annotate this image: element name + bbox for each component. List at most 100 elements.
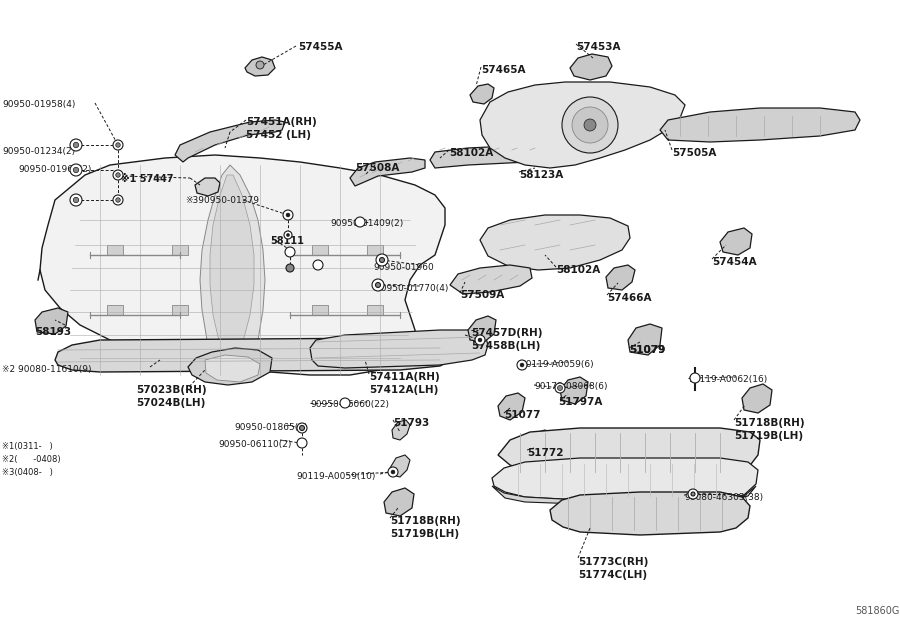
Circle shape bbox=[113, 140, 123, 150]
Text: 51793: 51793 bbox=[393, 418, 429, 428]
Text: ※2(      -0408): ※2( -0408) bbox=[2, 455, 60, 464]
Text: 57458B(LH): 57458B(LH) bbox=[471, 341, 540, 351]
Circle shape bbox=[584, 119, 596, 131]
Circle shape bbox=[557, 386, 562, 391]
Polygon shape bbox=[560, 377, 588, 404]
Polygon shape bbox=[205, 355, 260, 382]
Text: 90119-A0059(10): 90119-A0059(10) bbox=[296, 472, 375, 481]
Circle shape bbox=[690, 373, 700, 383]
Text: 58123A: 58123A bbox=[519, 170, 563, 180]
Circle shape bbox=[380, 258, 384, 263]
Circle shape bbox=[355, 217, 365, 227]
Text: 90080-46303(38): 90080-46303(38) bbox=[684, 493, 763, 502]
Circle shape bbox=[73, 142, 78, 148]
Polygon shape bbox=[480, 215, 630, 270]
Circle shape bbox=[116, 143, 121, 147]
Circle shape bbox=[562, 97, 618, 153]
Polygon shape bbox=[310, 330, 488, 368]
Polygon shape bbox=[468, 316, 496, 342]
Text: ※1 57447: ※1 57447 bbox=[120, 174, 174, 184]
Polygon shape bbox=[720, 228, 752, 255]
Polygon shape bbox=[245, 57, 275, 76]
Polygon shape bbox=[384, 488, 414, 516]
Text: 51079: 51079 bbox=[629, 345, 665, 355]
Text: 57024B(LH): 57024B(LH) bbox=[136, 398, 205, 408]
Text: 51773C(RH): 51773C(RH) bbox=[578, 557, 648, 567]
Circle shape bbox=[70, 139, 82, 151]
Polygon shape bbox=[524, 430, 555, 460]
Circle shape bbox=[286, 213, 290, 217]
Circle shape bbox=[375, 283, 381, 288]
Text: ※1(0311-   ): ※1(0311- ) bbox=[2, 442, 53, 451]
Text: 51079: 51079 bbox=[629, 345, 665, 355]
Polygon shape bbox=[390, 455, 410, 477]
Text: 57453A: 57453A bbox=[576, 42, 620, 52]
Circle shape bbox=[372, 279, 384, 291]
Text: 58111: 58111 bbox=[270, 236, 304, 246]
Text: 57452 (LH): 57452 (LH) bbox=[246, 130, 311, 140]
Polygon shape bbox=[392, 420, 410, 440]
Polygon shape bbox=[200, 165, 265, 372]
Polygon shape bbox=[188, 348, 272, 385]
Circle shape bbox=[284, 231, 292, 239]
Text: 51718B(RH): 51718B(RH) bbox=[390, 516, 461, 526]
Circle shape bbox=[73, 167, 78, 173]
Circle shape bbox=[391, 470, 395, 474]
Text: 57411A(RH): 57411A(RH) bbox=[369, 372, 440, 382]
Polygon shape bbox=[175, 120, 285, 162]
Circle shape bbox=[70, 164, 82, 176]
Circle shape bbox=[313, 260, 323, 270]
Polygon shape bbox=[210, 175, 254, 368]
Polygon shape bbox=[492, 486, 756, 504]
Text: 90950-06110(2): 90950-06110(2) bbox=[218, 440, 292, 449]
Text: 51077: 51077 bbox=[504, 410, 541, 420]
Text: 90179-08068(6): 90179-08068(6) bbox=[534, 382, 608, 391]
Text: 57505A: 57505A bbox=[672, 148, 716, 158]
Polygon shape bbox=[35, 308, 68, 334]
Polygon shape bbox=[480, 82, 685, 168]
Polygon shape bbox=[450, 265, 532, 294]
Text: 581860G: 581860G bbox=[855, 606, 899, 616]
Polygon shape bbox=[107, 245, 123, 255]
Polygon shape bbox=[430, 145, 565, 168]
Text: 51718B(RH): 51718B(RH) bbox=[734, 418, 805, 428]
Polygon shape bbox=[367, 305, 383, 315]
Text: 90950-06060(22): 90950-06060(22) bbox=[310, 400, 389, 409]
Polygon shape bbox=[172, 305, 188, 315]
Text: ※2 90080-11610(9): ※2 90080-11610(9) bbox=[2, 365, 92, 374]
Polygon shape bbox=[498, 393, 525, 420]
Text: 51772: 51772 bbox=[527, 448, 563, 458]
Text: 51774C(LH): 51774C(LH) bbox=[578, 570, 647, 580]
Polygon shape bbox=[550, 492, 750, 535]
Text: 90950-01960: 90950-01960 bbox=[373, 263, 434, 272]
Text: 51797A: 51797A bbox=[558, 397, 602, 407]
Text: 57508A: 57508A bbox=[355, 163, 400, 173]
Circle shape bbox=[286, 233, 290, 237]
Text: 90950-01409(2): 90950-01409(2) bbox=[330, 219, 403, 228]
Polygon shape bbox=[367, 245, 383, 255]
Text: 90950-01958(4): 90950-01958(4) bbox=[2, 100, 76, 109]
Circle shape bbox=[478, 338, 482, 342]
Polygon shape bbox=[195, 178, 220, 196]
Polygon shape bbox=[350, 158, 425, 186]
Text: 58102A: 58102A bbox=[556, 265, 600, 275]
Text: 57412A(LH): 57412A(LH) bbox=[369, 385, 438, 395]
Polygon shape bbox=[172, 245, 188, 255]
Circle shape bbox=[555, 383, 565, 393]
Polygon shape bbox=[606, 265, 635, 290]
Circle shape bbox=[388, 467, 398, 477]
Text: ※3(0408-   ): ※3(0408- ) bbox=[2, 468, 53, 477]
Polygon shape bbox=[660, 108, 860, 142]
Text: 58193: 58193 bbox=[35, 327, 71, 337]
Circle shape bbox=[376, 254, 388, 266]
Polygon shape bbox=[498, 428, 760, 475]
Text: ※390950-01379: ※390950-01379 bbox=[185, 196, 259, 205]
Circle shape bbox=[691, 492, 695, 496]
Text: 57509A: 57509A bbox=[460, 290, 504, 300]
Circle shape bbox=[70, 194, 82, 206]
Circle shape bbox=[297, 423, 307, 433]
Circle shape bbox=[517, 360, 527, 370]
Circle shape bbox=[572, 107, 608, 143]
Circle shape bbox=[340, 398, 350, 408]
Circle shape bbox=[116, 173, 121, 177]
